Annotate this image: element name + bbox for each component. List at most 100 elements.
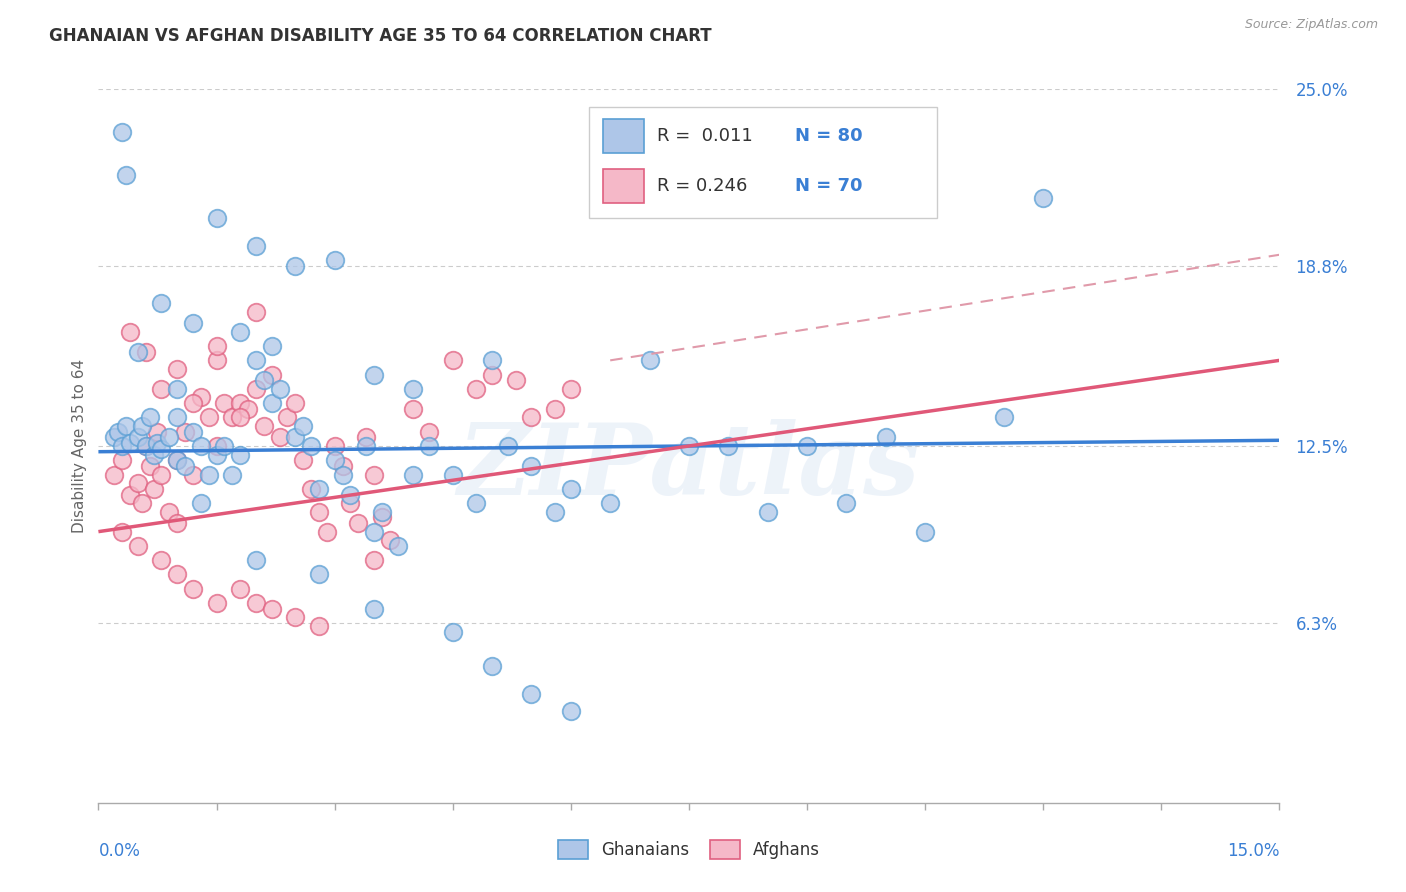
- Point: [402, 467, 425, 482]
- Point: [205, 211, 228, 225]
- Point: [166, 567, 188, 582]
- Text: 0.0%: 0.0%: [98, 842, 141, 860]
- Point: [245, 596, 267, 610]
- Point: [332, 458, 354, 473]
- Point: [520, 410, 543, 425]
- Point: [245, 239, 267, 253]
- Point: [118, 325, 141, 339]
- Point: [197, 467, 219, 482]
- Point: [323, 439, 346, 453]
- Point: [560, 482, 582, 496]
- Point: [418, 439, 440, 453]
- Point: [214, 396, 236, 410]
- Text: N = 80: N = 80: [796, 127, 863, 145]
- Point: [127, 476, 149, 491]
- Point: [118, 436, 141, 450]
- Point: [103, 467, 125, 482]
- Point: [315, 524, 337, 539]
- Point: [150, 382, 173, 396]
- Point: [299, 482, 322, 496]
- Point: [205, 596, 228, 610]
- Point: [229, 448, 252, 462]
- Point: [181, 396, 204, 410]
- Point: [560, 382, 582, 396]
- Point: [174, 425, 197, 439]
- Point: [157, 430, 180, 444]
- Point: [260, 396, 283, 410]
- Point: [166, 516, 188, 530]
- Point: [150, 467, 173, 482]
- Point: [127, 344, 149, 359]
- Point: [354, 430, 377, 444]
- Point: [371, 510, 394, 524]
- Point: [190, 391, 212, 405]
- Point: [111, 125, 134, 139]
- Point: [131, 496, 153, 510]
- Point: [190, 439, 212, 453]
- Point: [292, 419, 315, 434]
- Point: [245, 382, 267, 396]
- Point: [245, 305, 267, 319]
- Point: [284, 430, 307, 444]
- Point: [269, 382, 291, 396]
- Point: [166, 362, 188, 376]
- Point: [115, 419, 138, 434]
- Point: [835, 496, 858, 510]
- Point: [245, 553, 267, 567]
- Point: [276, 410, 298, 425]
- Point: [131, 419, 153, 434]
- Point: [142, 448, 165, 462]
- Point: [150, 296, 173, 310]
- Point: [205, 353, 228, 368]
- Point: [269, 430, 291, 444]
- Point: [387, 539, 409, 553]
- Point: [111, 453, 134, 467]
- Point: [181, 467, 204, 482]
- Point: [146, 436, 169, 450]
- Point: [150, 553, 173, 567]
- Point: [308, 482, 330, 496]
- Point: [756, 505, 779, 519]
- Point: [150, 442, 173, 456]
- Point: [993, 410, 1015, 425]
- Point: [299, 439, 322, 453]
- Point: [127, 539, 149, 553]
- Point: [138, 458, 160, 473]
- Point: [544, 401, 567, 416]
- Point: [371, 505, 394, 519]
- Point: [135, 439, 157, 453]
- Point: [308, 619, 330, 633]
- Point: [363, 368, 385, 382]
- Point: [214, 439, 236, 453]
- Point: [520, 687, 543, 701]
- Point: [229, 325, 252, 339]
- Point: [717, 439, 740, 453]
- Point: [135, 439, 157, 453]
- Point: [103, 430, 125, 444]
- Point: [441, 467, 464, 482]
- Point: [229, 582, 252, 596]
- Point: [378, 533, 401, 548]
- Point: [166, 382, 188, 396]
- Text: N = 70: N = 70: [796, 177, 863, 194]
- Point: [638, 353, 661, 368]
- Legend: Ghanaians, Afghans: Ghanaians, Afghans: [551, 833, 827, 866]
- Point: [402, 401, 425, 416]
- Point: [441, 624, 464, 639]
- Point: [111, 439, 134, 453]
- Text: GHANAIAN VS AFGHAN DISABILITY AGE 35 TO 64 CORRELATION CHART: GHANAIAN VS AFGHAN DISABILITY AGE 35 TO …: [49, 27, 711, 45]
- Point: [284, 259, 307, 273]
- Point: [875, 430, 897, 444]
- FancyBboxPatch shape: [589, 107, 936, 218]
- Point: [157, 505, 180, 519]
- Point: [205, 448, 228, 462]
- Point: [363, 553, 385, 567]
- Point: [418, 425, 440, 439]
- Point: [332, 467, 354, 482]
- Point: [796, 439, 818, 453]
- Point: [496, 439, 519, 453]
- Point: [323, 253, 346, 268]
- Point: [402, 382, 425, 396]
- Point: [363, 601, 385, 615]
- Point: [544, 505, 567, 519]
